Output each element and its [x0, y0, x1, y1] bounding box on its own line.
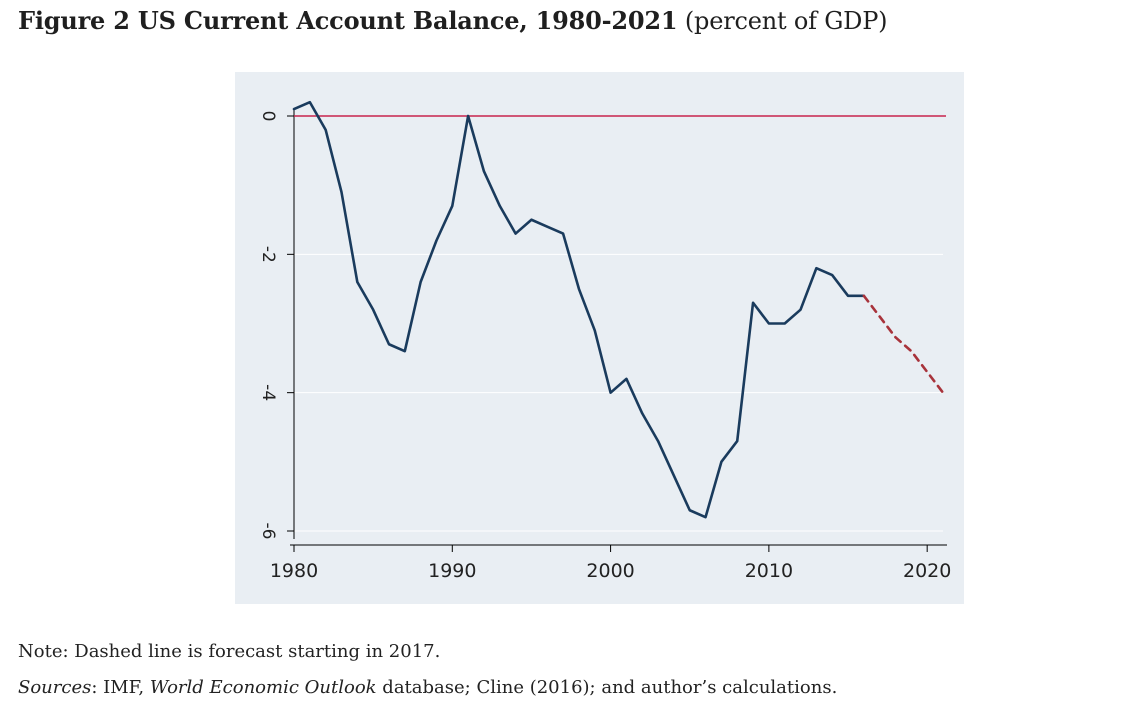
chart-note: Note: Dashed line is forecast starting i…	[18, 641, 441, 662]
x-tick-label: 1990	[428, 560, 476, 582]
forecast-line	[862, 294, 945, 394]
actual-line	[292, 100, 866, 519]
sources-rest: database; Cline (2016); and author’s cal…	[376, 677, 838, 698]
y-tick-label: -6	[258, 523, 278, 540]
x-tick-label: 2020	[903, 560, 951, 582]
axis-layer: 0 -2 -4 -6 1980 1990 2000 2010 2020	[258, 108, 951, 582]
figure-label: Figure 2 US Current Account Balance, 198…	[18, 6, 678, 35]
series-layer	[292, 100, 945, 519]
x-tick-label: 2010	[745, 560, 793, 582]
sources-publication: World Economic Outlook	[149, 677, 377, 698]
x-tick-label: 2000	[586, 560, 634, 582]
y-tick-label: -4	[258, 384, 278, 401]
figure-unit: (percent of GDP)	[684, 7, 888, 35]
chart-sources: Sources: IMF, World Economic Outlook dat…	[18, 677, 837, 698]
y-tick-label: 0	[258, 111, 278, 122]
y-tick-label: -2	[258, 246, 278, 263]
plot-background	[235, 72, 964, 604]
figure-title: Figure 2 US Current Account Balance, 198…	[18, 6, 888, 35]
sources-sep: : IMF,	[91, 677, 150, 698]
x-tick-label: 1980	[270, 560, 318, 582]
sources-label: Sources	[18, 677, 92, 698]
